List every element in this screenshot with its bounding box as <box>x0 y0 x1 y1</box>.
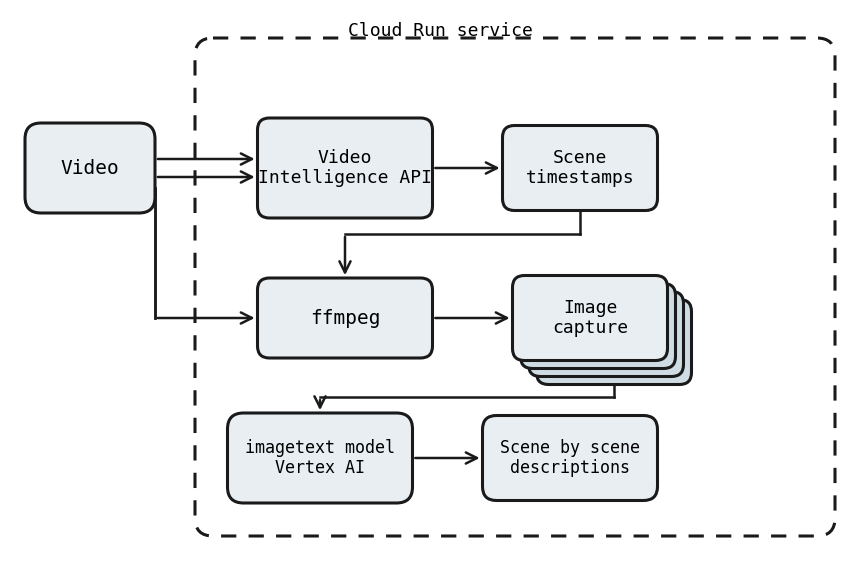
FancyBboxPatch shape <box>513 275 667 361</box>
FancyBboxPatch shape <box>257 118 433 218</box>
Text: imagetext model
Vertex AI: imagetext model Vertex AI <box>245 438 395 477</box>
Text: Image
capture: Image capture <box>552 299 628 337</box>
FancyBboxPatch shape <box>537 299 691 385</box>
FancyBboxPatch shape <box>25 123 155 213</box>
FancyBboxPatch shape <box>228 413 413 503</box>
Text: Video: Video <box>60 158 120 177</box>
FancyBboxPatch shape <box>257 278 433 358</box>
FancyBboxPatch shape <box>482 416 658 500</box>
FancyBboxPatch shape <box>520 283 675 369</box>
FancyBboxPatch shape <box>529 291 684 377</box>
Text: Scene by scene
descriptions: Scene by scene descriptions <box>500 438 640 477</box>
Text: Scene
timestamps: Scene timestamps <box>525 149 635 187</box>
Text: Cloud Run service: Cloud Run service <box>347 22 532 40</box>
Text: Video
Intelligence API: Video Intelligence API <box>258 149 432 187</box>
FancyBboxPatch shape <box>502 126 658 211</box>
Text: ffmpeg: ffmpeg <box>310 308 380 328</box>
